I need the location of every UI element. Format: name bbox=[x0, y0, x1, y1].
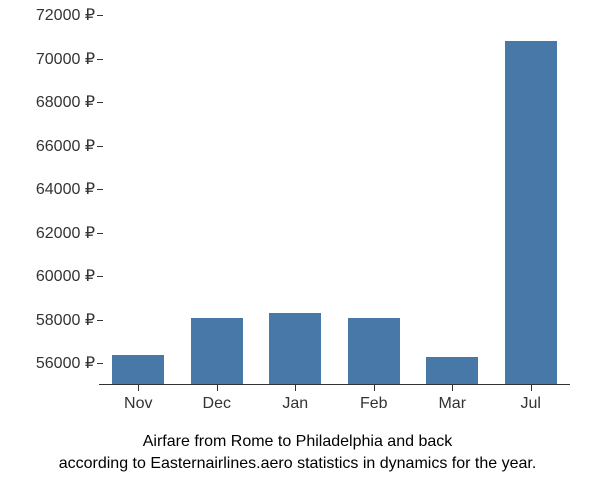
x-tick-mark bbox=[531, 385, 532, 391]
y-tick-label: 68000 ₽ bbox=[15, 92, 95, 112]
y-tick-label: 72000 ₽ bbox=[15, 5, 95, 25]
bar-slot bbox=[413, 15, 492, 385]
x-tick-label: Jul bbox=[492, 395, 571, 413]
x-axis-baseline bbox=[99, 384, 570, 385]
y-tick-label: 66000 ₽ bbox=[15, 136, 95, 156]
airfare-bar-chart: 56000 ₽ 58000 ₽ 60000 ₽ 62000 ₽ 64000 ₽ 66000… bbox=[0, 0, 600, 500]
bar bbox=[269, 313, 321, 385]
bar-slot bbox=[99, 15, 178, 385]
bar-slot bbox=[256, 15, 335, 385]
x-tick-mark bbox=[138, 385, 139, 391]
bar bbox=[191, 318, 243, 385]
x-tick-mark bbox=[452, 385, 453, 391]
bar bbox=[348, 318, 400, 385]
y-tick-label: 62000 ₽ bbox=[15, 223, 95, 243]
bar-slot bbox=[335, 15, 414, 385]
x-tick-mark bbox=[374, 385, 375, 391]
x-axis-labels: NovDecJanFebMarJul bbox=[99, 395, 570, 413]
bar bbox=[112, 355, 164, 385]
bar bbox=[426, 357, 478, 385]
x-tick-label: Feb bbox=[335, 395, 414, 413]
bars-container bbox=[99, 15, 570, 385]
x-tick-mark bbox=[217, 385, 218, 391]
caption-line-1: Airfare from Rome to Philadelphia and ba… bbox=[25, 431, 570, 453]
y-tick-label: 64000 ₽ bbox=[15, 179, 95, 199]
bar bbox=[505, 41, 557, 385]
y-tick-label: 70000 ₽ bbox=[15, 49, 95, 69]
x-tick-mark bbox=[295, 385, 296, 391]
x-tick-label: Mar bbox=[413, 395, 492, 413]
x-tick-label: Jan bbox=[256, 395, 335, 413]
bar-slot bbox=[492, 15, 571, 385]
y-tick-label: 56000 ₽ bbox=[15, 353, 95, 373]
x-tick-label: Dec bbox=[178, 395, 257, 413]
x-tick-label: Nov bbox=[99, 395, 178, 413]
y-tick-label: 58000 ₽ bbox=[15, 310, 95, 330]
chart-caption: Airfare from Rome to Philadelphia and ba… bbox=[15, 431, 580, 474]
y-tick-label: 60000 ₽ bbox=[15, 266, 95, 286]
plot-area: 56000 ₽58000 ₽60000 ₽62000 ₽64000 ₽66000… bbox=[99, 15, 570, 385]
caption-line-2: according to Easternairlines.aero statis… bbox=[25, 453, 570, 475]
bar-slot bbox=[178, 15, 257, 385]
